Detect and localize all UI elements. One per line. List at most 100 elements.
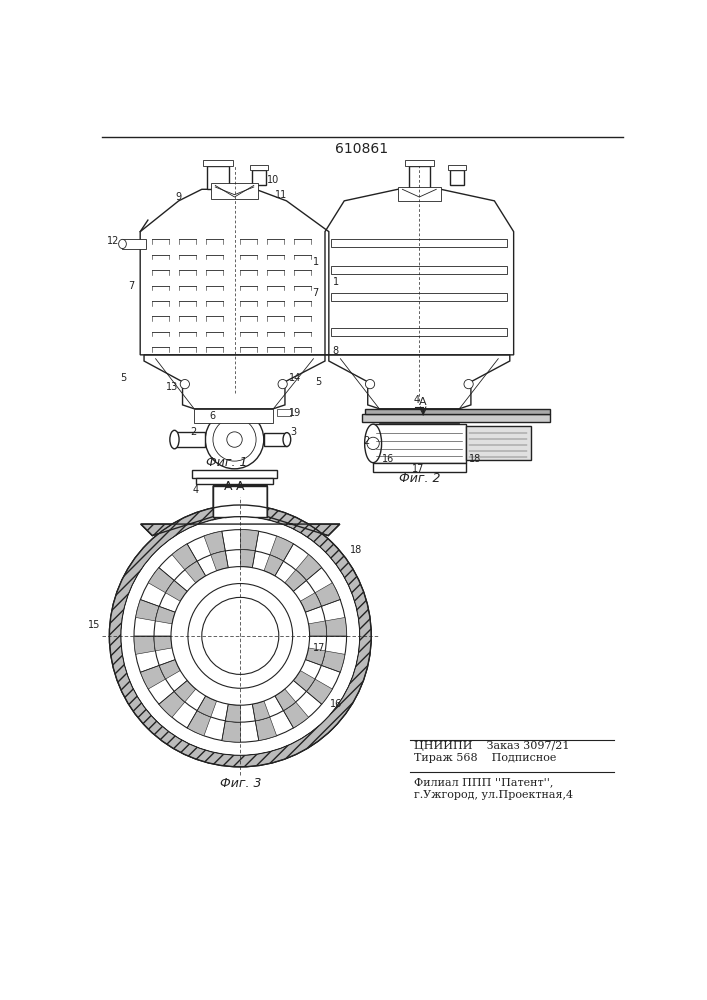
Circle shape <box>366 379 375 389</box>
Text: Фиг. 1: Фиг. 1 <box>206 456 247 469</box>
Polygon shape <box>141 486 340 536</box>
Text: 5: 5 <box>120 373 127 383</box>
Text: 3: 3 <box>291 427 297 437</box>
Bar <box>361 414 550 422</box>
Polygon shape <box>264 555 284 576</box>
Text: 8: 8 <box>333 346 339 356</box>
Text: Фиг. 3: Фиг. 3 <box>220 777 261 790</box>
Bar <box>379 409 460 423</box>
Polygon shape <box>293 671 315 691</box>
Text: 14: 14 <box>288 373 301 383</box>
Bar <box>214 486 267 517</box>
Polygon shape <box>159 660 180 679</box>
Bar <box>175 432 205 447</box>
Bar <box>204 160 233 166</box>
Polygon shape <box>325 617 346 636</box>
Polygon shape <box>174 680 196 702</box>
Polygon shape <box>226 704 240 722</box>
Bar <box>192 470 277 478</box>
Polygon shape <box>306 679 332 704</box>
Polygon shape <box>322 651 345 672</box>
Circle shape <box>205 410 264 469</box>
Polygon shape <box>222 721 240 742</box>
Text: г.Ужгород, ул.Проектная,4: г.Ужгород, ул.Проектная,4 <box>414 790 573 800</box>
Bar <box>448 165 467 170</box>
Text: 10: 10 <box>267 175 279 185</box>
Text: А-А: А-А <box>224 480 245 493</box>
Text: 17: 17 <box>411 464 424 474</box>
Text: 17: 17 <box>313 643 326 653</box>
Text: 4: 4 <box>192 485 198 495</box>
Polygon shape <box>156 606 175 624</box>
Circle shape <box>171 567 310 705</box>
Polygon shape <box>211 551 228 571</box>
Polygon shape <box>187 711 211 736</box>
Text: 1: 1 <box>333 277 339 287</box>
Ellipse shape <box>365 424 382 463</box>
Polygon shape <box>252 701 270 721</box>
Circle shape <box>154 550 327 722</box>
Text: 7: 7 <box>128 281 134 291</box>
Text: 610861: 610861 <box>335 142 389 156</box>
Bar <box>409 166 430 189</box>
Bar <box>207 166 229 189</box>
Text: 11: 11 <box>275 190 287 200</box>
Bar <box>366 409 550 414</box>
Text: 2: 2 <box>191 427 197 437</box>
Circle shape <box>122 517 359 754</box>
Ellipse shape <box>170 430 179 449</box>
Bar <box>331 239 508 247</box>
Bar <box>211 183 257 199</box>
Bar <box>465 426 531 460</box>
Bar <box>196 478 273 484</box>
Text: 16: 16 <box>330 699 343 709</box>
Circle shape <box>278 379 287 389</box>
Text: 5: 5 <box>315 377 321 387</box>
Bar <box>404 160 434 166</box>
Bar <box>277 409 291 416</box>
Text: Тираж 568    Подписное: Тираж 568 Подписное <box>414 753 556 763</box>
Polygon shape <box>165 580 187 601</box>
Polygon shape <box>185 561 206 583</box>
Polygon shape <box>305 648 325 665</box>
Polygon shape <box>141 665 165 689</box>
Polygon shape <box>255 717 276 741</box>
Polygon shape <box>154 636 172 651</box>
Text: 6: 6 <box>209 411 215 421</box>
Text: 2: 2 <box>363 436 369 446</box>
Polygon shape <box>172 544 197 570</box>
Polygon shape <box>315 583 340 606</box>
Circle shape <box>464 379 473 389</box>
Circle shape <box>201 597 279 674</box>
Polygon shape <box>204 531 226 555</box>
Text: Фиг. 2: Фиг. 2 <box>399 472 440 485</box>
Bar <box>264 433 287 446</box>
Text: 4: 4 <box>414 395 420 405</box>
Text: А: А <box>419 397 427 407</box>
Bar <box>331 328 508 336</box>
Text: 13: 13 <box>166 382 179 392</box>
Bar <box>373 463 465 472</box>
Polygon shape <box>285 570 306 591</box>
Bar <box>373 424 465 463</box>
Polygon shape <box>159 691 185 717</box>
Text: 18: 18 <box>469 454 481 464</box>
Polygon shape <box>296 555 322 580</box>
Text: 7: 7 <box>312 288 319 298</box>
Polygon shape <box>284 702 308 728</box>
Circle shape <box>110 505 371 767</box>
Text: 15: 15 <box>88 620 100 630</box>
Ellipse shape <box>283 433 291 446</box>
Text: ЦНИИПИ    Заказ 3097/21: ЦНИИПИ Заказ 3097/21 <box>414 741 569 751</box>
Ellipse shape <box>119 239 127 249</box>
Bar <box>450 170 464 185</box>
Polygon shape <box>148 568 174 593</box>
Polygon shape <box>275 689 296 711</box>
Polygon shape <box>270 536 293 561</box>
Circle shape <box>180 379 189 389</box>
Text: 12: 12 <box>107 236 119 246</box>
Polygon shape <box>134 636 156 654</box>
Text: 16: 16 <box>382 454 395 464</box>
Polygon shape <box>197 696 216 717</box>
Polygon shape <box>240 550 255 568</box>
